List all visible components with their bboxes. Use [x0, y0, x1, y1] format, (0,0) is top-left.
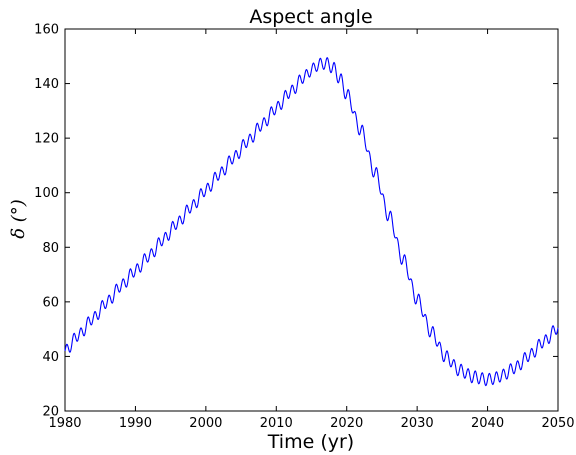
- y-tick-label: 40: [42, 350, 59, 365]
- x-tick-label: 2040: [471, 416, 504, 431]
- y-tick-label: 100: [34, 186, 59, 201]
- y-tick-label: 160: [34, 23, 59, 38]
- x-tick-label: 1980: [48, 416, 81, 431]
- y-axis-label: δ (°): [8, 199, 29, 239]
- series-line-0: [64, 57, 559, 387]
- y-tick-label: 20: [42, 405, 59, 420]
- y-tick-label: 140: [34, 77, 59, 92]
- x-tick-label: 2000: [189, 416, 222, 431]
- plot-area: 1980 1990 2000 2010 2020 2030 2040 205020406080…: [34, 23, 574, 432]
- x-tick-label: 1990: [119, 416, 152, 431]
- y-tick-label: 120: [34, 132, 59, 147]
- chart-title: Aspect angle: [249, 6, 372, 28]
- x-tick-label: 2050: [541, 416, 574, 431]
- y-tick-label: 60: [42, 295, 59, 310]
- y-tick-label: 80: [42, 241, 59, 256]
- x-tick-label: 2030: [401, 416, 434, 431]
- x-axis-label: Time (yr): [267, 431, 354, 453]
- x-tick-label: 2010: [260, 416, 293, 431]
- x-tick-label: 2020: [330, 416, 363, 431]
- plot-frame: [64, 28, 559, 412]
